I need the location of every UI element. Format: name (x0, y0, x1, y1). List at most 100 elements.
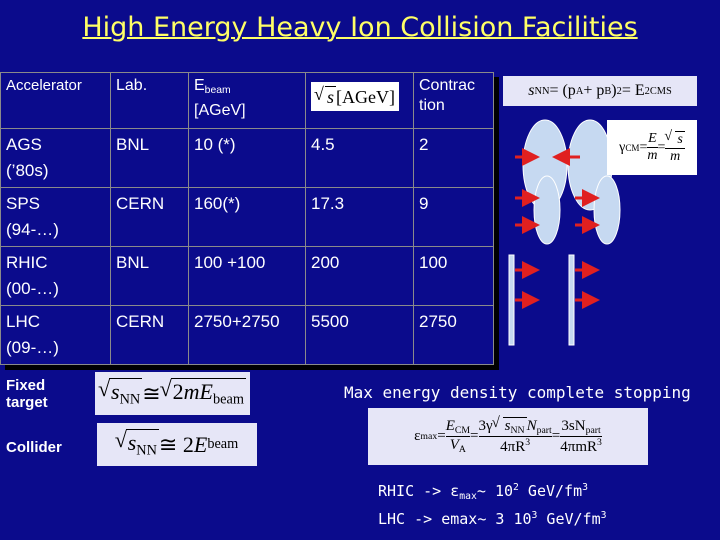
table-row: LHC (09-…) CERN 2750+2750 5500 2750 (0, 305, 494, 365)
formula-text: mE (183, 379, 213, 405)
formula-text: s (677, 131, 683, 147)
formula-text: RHIC -> (378, 482, 451, 500)
table-cell: AGS (’80s) (0, 128, 111, 188)
numerator: E (647, 131, 658, 148)
facilities-table: AcceleratorLab.Ebeam[AGeV]s[AGeV]Contrac… (0, 72, 494, 365)
table-cell: 2750 (413, 305, 494, 365)
formula-text: max (459, 490, 477, 502)
formula-text: 3 (597, 436, 602, 448)
formula-text: s (528, 82, 535, 99)
formula-text: 2 (616, 85, 622, 97)
formula-text: AGS (6, 135, 42, 154)
formula-text: A (575, 85, 584, 97)
table-cell: 100 +100 (188, 246, 306, 306)
radical: s (314, 84, 337, 107)
formula-text: (00-…) (6, 279, 59, 298)
formula-text: beam (213, 391, 244, 408)
formula-text: m (670, 148, 681, 164)
formula-text: max (420, 431, 438, 442)
formula-text: NN (534, 85, 550, 97)
arrows (515, 148, 600, 309)
formula-text: = (p (549, 82, 576, 99)
table-cell: 2750+2750 (188, 305, 306, 365)
formula-text: NN (510, 425, 525, 437)
formula-gamma: γCM = Em = sm (607, 120, 697, 175)
table-row: AGS (’80s) BNL 10 (*) 4.5 2 (0, 128, 494, 188)
formula-text: part (585, 424, 601, 436)
formula-text: RHIC (6, 253, 48, 272)
radical: 2mEbeam (160, 376, 246, 408)
table-cell: CERN (110, 187, 189, 247)
formula-text: s (327, 87, 335, 107)
formula-text: CM (454, 425, 471, 436)
table-cell: CERN (110, 305, 189, 365)
table-cell: 2 (413, 128, 494, 188)
table-cell: LHC (09-…) (0, 305, 111, 365)
formula-snn: s NN = (p A + p B) 2 = E 2 CMS (503, 76, 697, 106)
formula-text: GeV/fm (518, 482, 583, 500)
formula-text: V (449, 437, 459, 453)
formula-text: 3 (531, 510, 538, 522)
rhic-note: RHIC -> εmax~ 102 GeV/fm3 (378, 482, 588, 502)
table-cell: 200 (305, 246, 414, 306)
formula-text: = (551, 428, 561, 444)
denominator: 4πmR3 (560, 437, 602, 456)
fraction: ECM VA (445, 418, 471, 455)
denominator: m (665, 149, 684, 165)
formula-sqrt-s: s[AGeV] (311, 82, 399, 111)
formula-text: 3γ (478, 418, 493, 435)
formula-text: N (526, 418, 537, 435)
formula-text: [AGeV] (194, 102, 246, 120)
formula-text: 2 (172, 379, 184, 405)
formula-text: (’80s) (6, 161, 49, 180)
formula-text: ε (450, 482, 460, 500)
formula-text: E (648, 131, 657, 146)
table-cell: Lab. (110, 72, 189, 129)
table-cell: Contrac tion (413, 72, 494, 129)
slide-title: High Energy Heavy Ion Collision Faciliti… (82, 12, 638, 43)
formula-text: E (194, 77, 205, 94)
numerator: ECM (445, 418, 471, 437)
lhc-note: LHC -> emax~ 3 103 GeV/fm3 (378, 510, 607, 528)
formula-text: beam (207, 436, 239, 452)
formula-text: B (604, 85, 612, 97)
formula-text: LHC -> emax~ 3 10 (378, 510, 532, 528)
formula-text: Accelerator (6, 77, 82, 94)
fraction: 3γsNNNpart4πR3 (478, 415, 552, 456)
formula-text: beam (204, 85, 231, 97)
table-cell: 5500 (305, 305, 414, 365)
radical: s (664, 129, 685, 148)
formula-fixed: sNN ≅ 2mEbeam (95, 372, 250, 415)
formula-text: E (445, 418, 455, 435)
formula-text: 3 (525, 437, 531, 449)
formula-text: [AGeV] (336, 87, 395, 107)
formula-text: s (504, 418, 511, 435)
formula-text: = (470, 428, 479, 444)
radical: sNN (98, 376, 143, 408)
formula-text: ≅ (142, 380, 161, 406)
formula-text: γ (619, 139, 626, 155)
formula-text: 2 (644, 85, 650, 97)
formula-text: Lab. (116, 77, 148, 94)
formula-text: GeV/fm (537, 510, 601, 528)
nucleus (568, 254, 575, 346)
formula-text: 2 (513, 482, 519, 494)
formula-text: CM (625, 142, 640, 153)
formula-text: Contrac (419, 77, 476, 94)
denominator: 4πR3 (479, 437, 552, 456)
formula-text: CMS (649, 85, 672, 97)
nucleus (593, 175, 621, 245)
header-row: AcceleratorLab.Ebeam[AGeV]s[AGeV]Contrac… (0, 72, 494, 129)
formula-text: = (437, 428, 446, 444)
formula-text: ε (414, 428, 421, 444)
fraction: 3sNpart 4πmR3 (560, 418, 602, 456)
numerator: 3γsNNNpart (478, 415, 552, 438)
formula-text: s (127, 430, 137, 456)
table-cell: 100 (413, 246, 494, 306)
fraction: sm (664, 129, 685, 165)
radical: sNN (115, 427, 159, 459)
formula-text: = (657, 139, 666, 155)
